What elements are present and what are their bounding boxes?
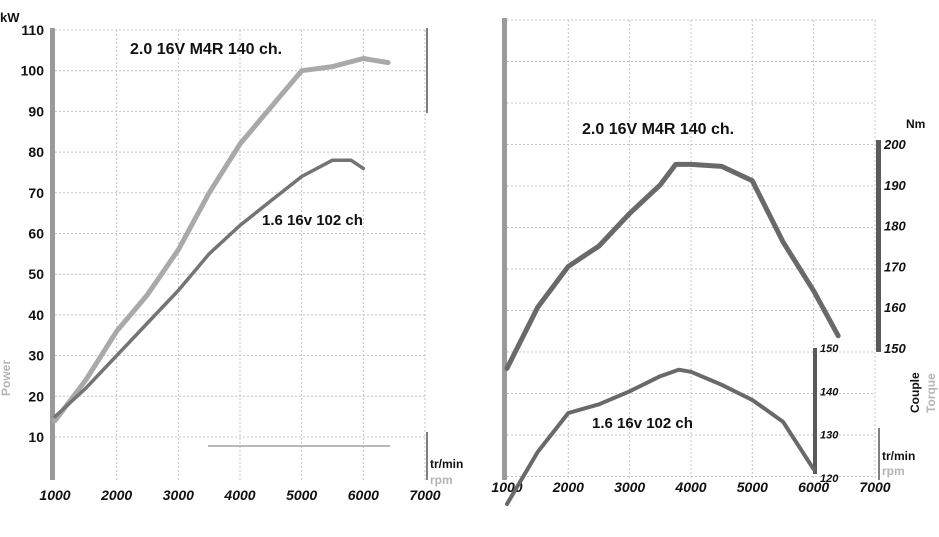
power-xlabel-trmin: tr/min	[430, 457, 463, 471]
power-y-tick-label: 90	[28, 103, 44, 119]
torque-ylabel-torque: Torque	[924, 373, 938, 413]
torque-y-tick-label-140: 200	[883, 137, 906, 152]
power-label-102: 1.6 16v 102 ch	[262, 212, 363, 229]
torque-y-tick-label-102: 120	[820, 473, 839, 485]
torque-y-ticks-102: 120 130 140 150	[820, 343, 839, 485]
torque-xlabel-rpm: rpm	[882, 464, 905, 478]
torque-y-tick-label-140: 170	[884, 259, 906, 274]
power-y-tick-label: 60	[28, 226, 44, 242]
power-x-tick-label: 5000	[286, 487, 317, 503]
torque-series-line-0	[504, 161, 841, 371]
power-x-tick-label: 6000	[348, 487, 379, 503]
power-x-tick-label: 3000	[163, 487, 194, 503]
power-unit-label: kW	[0, 10, 20, 25]
power-series-line-0	[52, 56, 391, 424]
torque-left-axis-bar	[502, 18, 507, 480]
torque-x-tick-label: 2000	[552, 479, 584, 495]
power-ylabel: Power	[0, 360, 13, 396]
power-left-axis-bar	[50, 28, 55, 480]
torque-ylabel-couple: Couple	[908, 372, 922, 413]
power-y-tick-label: 70	[28, 185, 44, 201]
torque-y-tick-label-140: 150	[884, 341, 906, 356]
torque-series-line-1	[505, 367, 816, 506]
torque-y-ticks-140: 150 160 170 180 190 200	[883, 137, 906, 356]
torque-x-tick-label: 4000	[674, 479, 706, 495]
torque-x-tick-label: 3000	[614, 479, 645, 495]
power-y-tick-label: 80	[28, 144, 44, 160]
power-xlabel-rpm: rpm	[430, 473, 453, 487]
torque-label-102: 1.6 16v 102 ch	[592, 415, 693, 432]
power-y-tick-label: 10	[28, 429, 44, 445]
torque-inner-axis-bar	[813, 348, 817, 474]
power-y-tick-label: 110	[21, 22, 44, 38]
power-y-tick-label: 100	[21, 63, 45, 79]
torque-y-tick-label-102: 130	[820, 430, 839, 442]
power-y-tick-label: 40	[28, 307, 44, 323]
torque-x-ticks: 1000 2000 3000 4000 5000 6000 7000	[491, 479, 890, 495]
power-x-tick-label: 2000	[100, 487, 132, 503]
power-x-tick-label: 1000	[39, 487, 70, 503]
torque-x-tick-label: 6000	[798, 479, 829, 495]
torque-y-tick-label-102: 140	[820, 386, 839, 398]
torque-y-tick-label-102: 150	[820, 343, 839, 355]
power-chart: 10 20 30 40 50 60 70 80 90 100 110 1000 2000 3000 400…	[0, 10, 463, 503]
torque-right-axis-bar	[876, 140, 881, 352]
torque-grid	[507, 19, 876, 480]
power-series	[52, 56, 391, 424]
power-y-tick-label: 50	[28, 266, 44, 282]
torque-x-tick-label: 5000	[737, 479, 768, 495]
power-grid	[55, 29, 426, 480]
power-x-ticks: 1000 2000 3000 4000 5000 6000 7000	[39, 487, 440, 503]
torque-label-140: 2.0 16V M4R 140 ch.	[582, 121, 734, 138]
power-series-line-1	[53, 158, 366, 419]
torque-y-tick-label-140: 180	[884, 219, 906, 234]
power-x-tick-label: 4000	[223, 487, 255, 503]
power-x-tick-label: 7000	[409, 487, 440, 503]
torque-unit-label: Nm	[906, 117, 925, 131]
torque-y-tick-label-140: 190	[884, 178, 906, 193]
power-y-tick-label: 20	[28, 388, 44, 404]
torque-xlabel-trmin: tr/min	[882, 449, 915, 463]
power-title-140: 2.0 16V M4R 140 ch.	[130, 41, 282, 58]
torque-series	[504, 161, 841, 506]
power-y-ticks: 10 20 30 40 50 60 70 80 90 100 110	[21, 22, 45, 445]
torque-x-tick-label: 7000	[859, 479, 890, 495]
power-y-tick-label: 30	[28, 348, 44, 364]
torque-y-tick-label-140: 160	[884, 300, 906, 315]
